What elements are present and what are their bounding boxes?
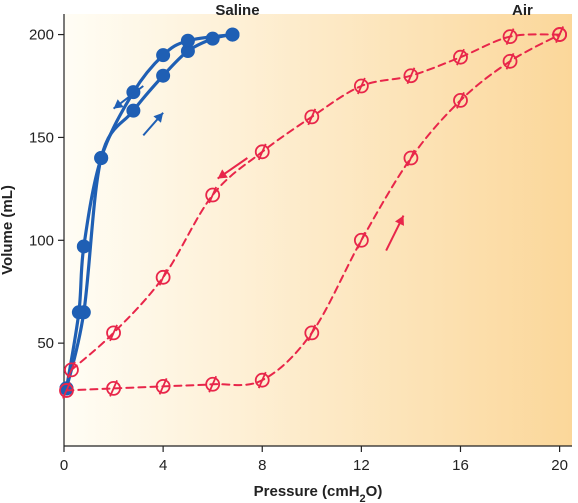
air-data-point-slash [208, 186, 218, 204]
air-data-point-slash [158, 268, 168, 286]
saline-data-point [126, 103, 141, 118]
saline-direction-arrow [112, 85, 144, 110]
x-tick-label: 12 [353, 457, 370, 474]
arrows-layer [112, 85, 405, 252]
air-data-point [502, 29, 518, 45]
air-data-point [155, 269, 171, 285]
air-data-point [502, 53, 518, 69]
air-data-point [155, 378, 171, 394]
x-tick-label: 20 [551, 457, 568, 474]
air-data-point [304, 325, 320, 341]
air-data-point-slash [406, 149, 416, 167]
air-data-point [254, 144, 270, 160]
labels-layer: Saline Air [215, 2, 533, 19]
y-axis-label: Volume (mL) [0, 185, 16, 275]
air-data-point-slash [456, 92, 465, 109]
air-data-point [403, 150, 419, 166]
air-data-point [353, 78, 369, 94]
air-data-point-slash [109, 324, 118, 342]
saline-data-point [180, 33, 195, 48]
air-data-point-slash [357, 231, 366, 249]
air-data-point-slash [257, 371, 267, 389]
air-data-point [453, 49, 468, 65]
air-data-point-slash [505, 28, 515, 45]
air-data-point-slash [67, 361, 76, 379]
air-data-point [59, 383, 74, 398]
series-layer [59, 26, 568, 399]
arrow-head [217, 169, 228, 179]
saline-deflation-series [59, 27, 240, 396]
air-data-point-slash [257, 143, 267, 161]
air-data-point [403, 68, 419, 84]
axes: 0 4 8 12 16 20 50 100 150 200 Pressure (cmH2O) Volu… [0, 14, 572, 503]
air-data-point [552, 27, 568, 42]
saline-data-point [156, 48, 171, 63]
air-inflation-series [59, 26, 568, 399]
air-data-point [205, 376, 221, 392]
saline-direction-arrow [142, 112, 164, 137]
saline-data-point [156, 68, 171, 83]
x-tick-label: 16 [452, 457, 469, 474]
air-data-point-slash [406, 67, 416, 85]
air-data-point-slash [456, 48, 465, 66]
arrow-head [153, 112, 164, 123]
air-data-point [106, 380, 121, 396]
air-data-point-slash [505, 52, 515, 70]
air-data-point-slash [208, 375, 218, 393]
x-axis-label-sub: 2 [360, 493, 366, 503]
y-tick-label: 100 [29, 232, 54, 249]
arrow-head [113, 99, 124, 109]
air-data-point-slash [555, 26, 564, 43]
air-series-label: Air [512, 2, 533, 19]
saline-data-point [94, 151, 109, 165]
y-tick-label: 150 [29, 129, 54, 146]
air-direction-arrow [385, 215, 405, 252]
saline-series-label: Saline [215, 2, 259, 19]
air-data-point [453, 93, 468, 108]
saline-data-point [71, 305, 86, 320]
x-axis-label-end: O) [366, 483, 383, 500]
y-tick-label: 200 [29, 27, 54, 44]
air-data-point [254, 372, 270, 388]
plot-background [64, 14, 572, 446]
air-deflation-series [64, 26, 568, 379]
air-data-point-slash [307, 108, 317, 126]
air-data-point-slash [357, 77, 366, 95]
saline-data-point [76, 239, 91, 254]
air-data-point [106, 325, 121, 341]
air-data-point-slash [158, 377, 168, 395]
x-tick-label: 8 [258, 457, 266, 474]
air-data-point [353, 232, 369, 248]
air-data-point [205, 187, 221, 203]
arrow-head [395, 215, 404, 226]
x-tick-label: 4 [159, 457, 167, 474]
air-data-point-slash [307, 324, 317, 342]
air-data-point-slash [62, 382, 71, 399]
air-data-point [64, 362, 79, 378]
air-data-point-slash [109, 380, 118, 397]
x-tick-label: 0 [60, 457, 68, 474]
x-axis-label: Pressure (cmH2O) [254, 483, 383, 503]
air-data-point [304, 109, 320, 125]
air-direction-arrow [217, 157, 248, 180]
saline-data-point [225, 27, 240, 42]
y-tick-label: 50 [37, 335, 54, 352]
x-axis-label-main: Pressure (cmH [254, 483, 360, 500]
